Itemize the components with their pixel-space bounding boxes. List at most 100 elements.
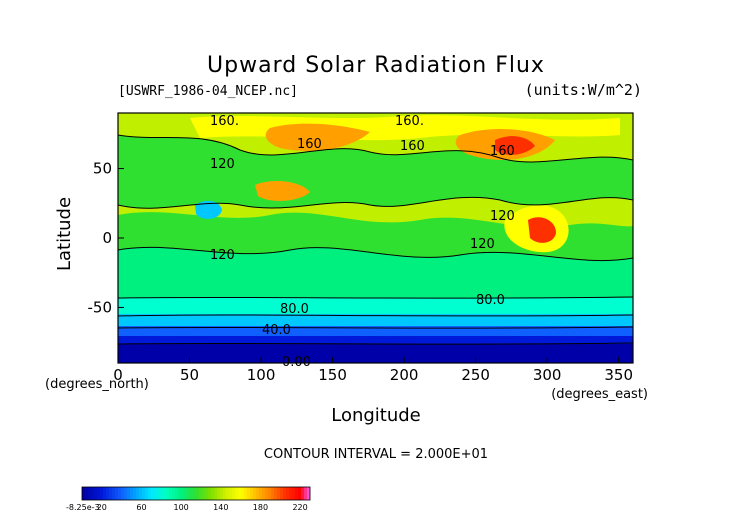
colorbar-cell <box>229 487 233 500</box>
x-unit-label: (degrees_east) <box>551 387 648 402</box>
colorbar-cell <box>139 487 143 500</box>
colorbar-cell <box>262 487 266 500</box>
colorbar-tick-label: 100 <box>173 503 188 512</box>
colorbar-cell <box>217 487 221 500</box>
x-axis-label: Longitude <box>331 405 421 426</box>
colorbar-cell <box>283 487 287 500</box>
colorbar-tick-label: 20 <box>97 503 107 512</box>
colorbar-ticks: -8.25e-320 60 100 140 180 220 <box>66 503 308 512</box>
colorbar-cell <box>97 487 101 500</box>
colorbar-cell <box>235 487 239 500</box>
colorbar-cell <box>187 487 191 500</box>
colorbar-frame <box>81 486 311 501</box>
colorbar-cell <box>157 487 161 500</box>
colorbar-cell <box>232 487 236 500</box>
colorbar-cell <box>151 487 155 500</box>
x-tick-label: 200 <box>390 366 419 384</box>
colorbar-cell <box>259 487 263 500</box>
plot-area <box>118 113 633 363</box>
x-tick-label: 0 <box>113 366 123 384</box>
x-axis-ticks: 0 50 100 150 200 250 300 350 <box>113 357 633 384</box>
field-band-20 <box>118 336 633 346</box>
colorbar-cell <box>115 487 119 500</box>
contour-label: 40.0 <box>262 323 291 338</box>
colorbar-cell <box>277 487 281 500</box>
colorbar-cell <box>265 487 269 500</box>
contour-label: 80.0 <box>280 302 309 317</box>
colorbar-cell <box>88 487 92 500</box>
colorbar-cell <box>154 487 158 500</box>
colorbar-cell <box>256 487 260 500</box>
contour-label: 120 <box>210 157 235 172</box>
colorbar-cell <box>142 487 146 500</box>
colorbar-cell <box>109 487 113 500</box>
colorbar-cell <box>244 487 248 500</box>
colorbar-cell <box>184 487 188 500</box>
colorbar-cell <box>241 487 245 500</box>
colorbar-tick-label: 220 <box>292 503 307 512</box>
y-tick-label: 0 <box>102 229 112 247</box>
colorbar-cell <box>223 487 227 500</box>
contour-label: 120 <box>490 209 515 224</box>
colorbar-cell <box>202 487 206 500</box>
colorbar-cell <box>247 487 251 500</box>
colorbar-cell <box>106 487 110 500</box>
colorbar-cell <box>127 487 131 500</box>
colorbar-cell <box>307 487 311 500</box>
field-band-80 <box>118 298 633 316</box>
colorbar-cell <box>271 487 275 500</box>
colorbar-tick-label: 140 <box>213 503 228 512</box>
contour-label: 0.00 <box>282 355 311 370</box>
field-band-0 <box>118 344 633 363</box>
colorbar-cell <box>181 487 185 500</box>
colorbar-cell <box>136 487 140 500</box>
x-tick-label: 300 <box>533 366 562 384</box>
colorbar-cell <box>292 487 296 500</box>
contour-label: 120 <box>210 248 235 263</box>
contour-label: 120 <box>470 237 495 252</box>
colorbar-cell <box>199 487 203 500</box>
contour-labels: 160. 160. 160 160 160 120 120 120 120 80… <box>210 114 515 370</box>
field-band-200-east <box>528 217 556 243</box>
x-tick-label: 250 <box>461 366 490 384</box>
colorbar-cell <box>274 487 278 500</box>
colorbar-cell <box>175 487 179 500</box>
colorbar-cell <box>148 487 152 500</box>
colorbar-cell <box>94 487 98 500</box>
contour-interval-label: CONTOUR INTERVAL = 2.000E+01 <box>264 447 488 462</box>
colorbar-cell <box>268 487 272 500</box>
field-band-180-north <box>265 123 370 152</box>
colorbar-cell <box>133 487 137 500</box>
field-band-60 <box>118 314 633 328</box>
colorbar-cell <box>163 487 167 500</box>
colorbar-cell <box>145 487 149 500</box>
colorbar-cell <box>214 487 218 500</box>
units-label: (units:W/m^2) <box>525 81 642 99</box>
colorbar-cell <box>91 487 95 500</box>
colorbar-cell <box>253 487 257 500</box>
y-unit-label: (degrees_north) <box>45 377 149 392</box>
colorbar-cell <box>100 487 104 500</box>
colorbar-tick-label: 60 <box>136 503 146 512</box>
colorbar-cell <box>118 487 122 500</box>
colorbar <box>82 487 311 500</box>
x-tick-label: 50 <box>180 366 199 384</box>
colorbar-cell <box>160 487 164 500</box>
colorbar-cell <box>190 487 194 500</box>
colorbar-cell <box>226 487 230 500</box>
colorbar-cell <box>250 487 254 500</box>
colorbar-cell <box>208 487 212 500</box>
colorbar-cell <box>193 487 197 500</box>
colorbar-cell <box>304 487 308 500</box>
colorbar-cell <box>178 487 182 500</box>
colorbar-cell <box>130 487 134 500</box>
colorbar-cell <box>289 487 293 500</box>
colorbar-cell <box>280 487 284 500</box>
contour-label: 160. <box>395 114 424 129</box>
colorbar-cell <box>301 487 305 500</box>
y-tick-label: 50 <box>93 160 112 178</box>
field-band-60-spot <box>195 200 222 219</box>
y-tick-label: -50 <box>88 298 113 316</box>
colorbar-cell <box>211 487 215 500</box>
colorbar-cell <box>205 487 209 500</box>
